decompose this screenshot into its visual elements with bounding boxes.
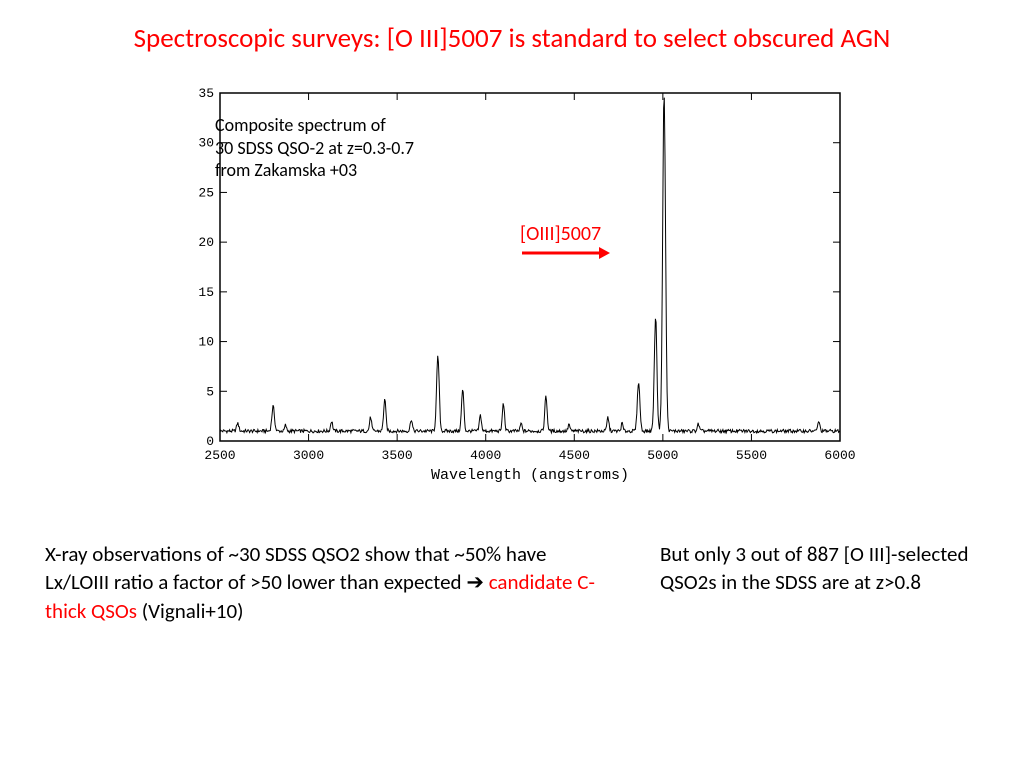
svg-text:6000: 6000 bbox=[824, 448, 855, 463]
svg-text:Wavelength (angstroms): Wavelength (angstroms) bbox=[431, 467, 629, 484]
svg-text:5500: 5500 bbox=[736, 448, 767, 463]
svg-text:15: 15 bbox=[198, 285, 214, 300]
svg-text:5: 5 bbox=[206, 384, 214, 399]
svg-text:25: 25 bbox=[198, 185, 214, 200]
svg-text:3000: 3000 bbox=[293, 448, 324, 463]
para-left-post: (Vignali+10) bbox=[137, 598, 244, 624]
slide-title: Spectroscopic surveys: [O III]5007 is st… bbox=[0, 22, 1024, 55]
xray-observations-paragraph: X-ray observations of ~30 SDSS QSO2 show… bbox=[45, 540, 605, 625]
svg-text:10: 10 bbox=[198, 335, 214, 350]
svg-text:5000: 5000 bbox=[647, 448, 678, 463]
svg-text:3500: 3500 bbox=[382, 448, 413, 463]
svg-text:20: 20 bbox=[198, 235, 214, 250]
svg-text:30: 30 bbox=[198, 136, 214, 151]
arrow-glyph-icon: ➔ bbox=[466, 569, 484, 595]
oiii-5007-label: [OIII]5007 bbox=[520, 222, 601, 246]
svg-text:35: 35 bbox=[198, 86, 214, 101]
svg-text:2500: 2500 bbox=[204, 448, 235, 463]
slide-root: Spectroscopic surveys: [O III]5007 is st… bbox=[0, 0, 1024, 768]
svg-text:4500: 4500 bbox=[559, 448, 590, 463]
svg-text:0: 0 bbox=[206, 434, 214, 449]
only-3-of-887-paragraph: But only 3 out of 887 [O III]-selected Q… bbox=[660, 540, 980, 597]
composite-spectrum-caption: Composite spectrum of30 SDSS QSO-2 at z=… bbox=[215, 114, 414, 182]
svg-text:4000: 4000 bbox=[470, 448, 501, 463]
